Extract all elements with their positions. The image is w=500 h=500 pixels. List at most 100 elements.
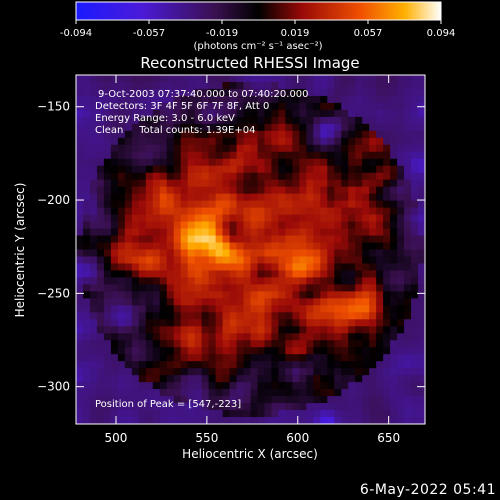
heatmap-cell [250, 326, 259, 334]
heatmap-cell [229, 214, 238, 223]
heatmap-cell [327, 368, 335, 376]
heatmap-cell [89, 235, 98, 244]
heatmap-cell [404, 333, 412, 341]
heatmap-cell [334, 200, 342, 209]
heatmap-cell [334, 368, 342, 376]
heatmap-cell [327, 312, 335, 320]
heatmap-cell [103, 116, 112, 125]
heatmap-cell [208, 221, 217, 230]
heatmap-cell [355, 228, 363, 237]
heatmap-cell [96, 256, 105, 265]
heatmap-cell [82, 88, 91, 97]
heatmap-cell [376, 368, 384, 376]
heatmap-cell [215, 263, 224, 272]
heatmap-cell [264, 200, 273, 209]
heatmap-cell [117, 403, 126, 411]
heatmap-cell [397, 144, 405, 153]
heatmap-cell [376, 186, 384, 195]
heatmap-cell [383, 270, 391, 279]
heatmap-cell [362, 116, 370, 125]
heatmap-cell [215, 277, 224, 285]
heatmap-cell [397, 207, 405, 216]
heatmap-cell [390, 354, 398, 362]
heatmap-cell [418, 249, 425, 258]
heatmap-cell [250, 95, 259, 104]
heatmap-cell [404, 263, 412, 272]
heatmap-cell [201, 144, 210, 153]
heatmap-cell [117, 417, 126, 424]
heatmap-cell [173, 193, 182, 202]
heatmap-cell [348, 347, 356, 355]
heatmap-cell [411, 389, 419, 397]
heatmap-cell [187, 95, 196, 104]
heatmap-cell [131, 396, 140, 404]
heatmap-cell [397, 81, 405, 90]
heatmap-cell [383, 130, 391, 139]
heatmap-cell [334, 354, 342, 362]
heatmap-cell [264, 172, 273, 181]
heatmap-cell [124, 382, 133, 390]
heatmap-cell [355, 214, 363, 223]
heatmap-cell [383, 179, 391, 188]
heatmap-cell [145, 284, 154, 292]
heatmap-cell [166, 396, 175, 404]
heatmap-cell [299, 172, 307, 181]
heatmap-cell [404, 312, 412, 320]
heatmap-cell [404, 109, 412, 118]
heatmap-cell [152, 347, 161, 355]
heatmap-cell [376, 361, 384, 369]
heatmap-cell [341, 75, 349, 83]
heatmap-cell [334, 382, 342, 390]
heatmap-cell [131, 410, 140, 418]
heatmap-cell [131, 214, 140, 223]
heatmap-cell [194, 228, 203, 237]
heatmap-cell [76, 242, 84, 251]
heatmap-cell [320, 172, 328, 181]
heatmap-cell [306, 368, 314, 376]
heatmap-cell [222, 81, 231, 90]
heatmap-cell [348, 186, 356, 195]
heatmap-cell [327, 284, 335, 292]
heatmap-cell [243, 200, 252, 209]
heatmap-cell [194, 375, 203, 383]
heatmap-cell [390, 165, 398, 174]
heatmap-cell [404, 193, 412, 202]
heatmap-cell [327, 277, 335, 285]
heatmap-cell [404, 403, 412, 411]
heatmap-cell [320, 389, 328, 397]
heatmap-cell [383, 410, 391, 418]
heatmap-cell [404, 179, 412, 188]
heatmap-cell [76, 144, 84, 153]
heatmap-cell [117, 333, 126, 341]
heatmap-cell [313, 235, 321, 244]
heatmap-cell [320, 382, 328, 390]
heatmap-cell [292, 361, 300, 369]
heatmap-cell [180, 151, 189, 160]
heatmap-cell [131, 102, 140, 111]
heatmap-cell [166, 417, 175, 424]
heatmap-cell [159, 123, 168, 132]
heatmap-cell [313, 102, 321, 111]
heatmap-cell [166, 403, 175, 411]
heatmap-cell [285, 340, 293, 348]
heatmap-cell [327, 165, 335, 174]
heatmap-cell [369, 186, 377, 195]
heatmap-cell [362, 354, 370, 362]
heatmap-cell [76, 333, 84, 341]
heatmap-cell [257, 333, 266, 341]
heatmap-cell [236, 375, 245, 383]
heatmap-cell [264, 340, 273, 348]
heatmap-cell [397, 403, 405, 411]
heatmap-cell [264, 109, 273, 118]
heatmap-cell [159, 333, 168, 341]
heatmap-cell [306, 158, 314, 167]
heatmap-cell [271, 123, 280, 132]
heatmap-cell [348, 144, 356, 153]
heatmap-cell [229, 130, 238, 139]
heatmap-cell [131, 228, 140, 237]
heatmap-cell [215, 242, 224, 251]
heatmap-cell [285, 221, 293, 230]
heatmap-cell [110, 137, 119, 146]
heatmap-cell [110, 235, 119, 244]
heatmap-cell [257, 347, 266, 355]
